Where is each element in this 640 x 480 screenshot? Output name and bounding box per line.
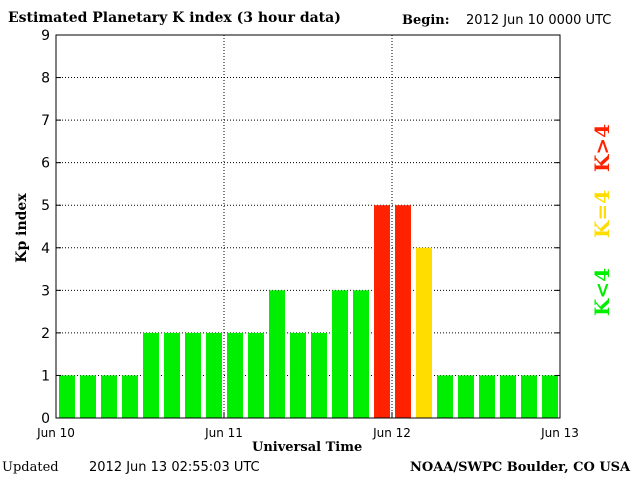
- x-axis-label: Universal Time: [252, 440, 363, 455]
- kp-bar: [521, 375, 537, 418]
- kp-bar: [164, 332, 180, 418]
- kp-bar: [269, 290, 285, 418]
- kp-bar: [374, 205, 390, 418]
- kp-bar: [395, 205, 411, 418]
- kp-bar: [437, 375, 453, 418]
- grid-lines: [56, 35, 560, 418]
- kp-bar: [206, 332, 222, 418]
- kp-bar: [290, 332, 306, 418]
- legend-k-equal-4: K=4: [590, 189, 614, 239]
- kp-bar: [353, 290, 369, 418]
- kp-bar: [143, 332, 159, 418]
- kp-bar: [332, 290, 348, 418]
- y-tick-label: 7: [41, 113, 50, 129]
- y-tick-label: 2: [41, 326, 50, 342]
- kp-bar: [248, 332, 264, 418]
- y-tick-label: 1: [41, 368, 50, 384]
- bars: [59, 205, 558, 418]
- y-tick-label: 3: [41, 283, 50, 299]
- kp-bar: [542, 375, 558, 418]
- chart-title: Estimated Planetary K index (3 hour data…: [8, 10, 341, 26]
- kp-bar: [227, 332, 243, 418]
- kp-bar: [101, 375, 117, 418]
- kp-bar: [500, 375, 516, 418]
- updated-value: 2012 Jun 13 02:55:03 UTC: [89, 460, 260, 475]
- credit-text: NOAA/SWPC Boulder, CO USA: [410, 460, 631, 475]
- kp-bar: [311, 332, 327, 418]
- y-tick-label: 8: [41, 71, 50, 87]
- begin-value: 2012 Jun 10 0000 UTC: [466, 13, 612, 28]
- kp-bar: [59, 375, 75, 418]
- ticks: [55, 34, 561, 419]
- kp-bar: [80, 375, 96, 418]
- y-tick-label: 0: [41, 411, 50, 427]
- kp-bar: [122, 375, 138, 418]
- kp-bar: [479, 375, 495, 418]
- updated-label: Updated: [2, 460, 59, 475]
- y-tick-label: 5: [41, 198, 50, 214]
- kp-bar: [416, 247, 432, 418]
- begin-label: Begin:: [402, 13, 450, 28]
- x-tick-label: Jun 13: [540, 426, 579, 440]
- y-tick-label: 9: [41, 28, 50, 44]
- kp-bar: [458, 375, 474, 418]
- legend-k-greater-4: K>4: [590, 123, 614, 173]
- y-tick-label: 6: [41, 156, 50, 172]
- y-axis-label: Kp index: [14, 193, 30, 263]
- legend-k-less-4: K<4: [590, 267, 614, 317]
- y-tick-label: 4: [41, 241, 50, 257]
- x-tick-label: Jun 10: [36, 426, 75, 440]
- plot-frame: [55, 34, 561, 419]
- x-tick-label: Jun 12: [372, 426, 411, 440]
- tick-labels: 0 1 2 3 4 5 6 7 8 9 Jun 10 Jun 11 Jun 12 Jun 13: [36, 28, 579, 440]
- x-tick-label: Jun 11: [204, 426, 243, 440]
- kp-bar: [185, 332, 201, 418]
